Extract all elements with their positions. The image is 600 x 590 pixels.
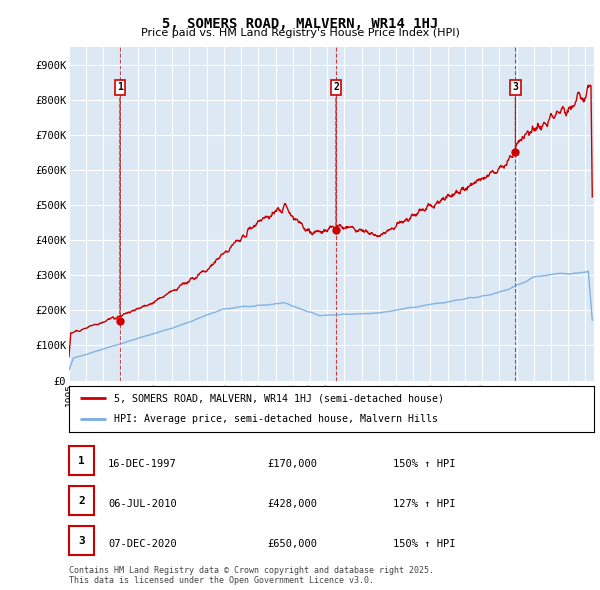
Text: 5, SOMERS ROAD, MALVERN, WR14 1HJ: 5, SOMERS ROAD, MALVERN, WR14 1HJ (162, 17, 438, 31)
Text: 16-DEC-1997: 16-DEC-1997 (108, 458, 177, 468)
Text: Price paid vs. HM Land Registry's House Price Index (HPI): Price paid vs. HM Land Registry's House … (140, 28, 460, 38)
Text: 2: 2 (333, 82, 339, 228)
Text: 5, SOMERS ROAD, MALVERN, WR14 1HJ (semi-detached house): 5, SOMERS ROAD, MALVERN, WR14 1HJ (semi-… (113, 394, 443, 404)
Text: 1: 1 (78, 455, 85, 466)
Text: 3: 3 (512, 82, 518, 150)
Text: 06-JUL-2010: 06-JUL-2010 (108, 499, 177, 509)
Text: 150% ↑ HPI: 150% ↑ HPI (393, 458, 455, 468)
Text: 127% ↑ HPI: 127% ↑ HPI (393, 499, 455, 509)
Text: HPI: Average price, semi-detached house, Malvern Hills: HPI: Average price, semi-detached house,… (113, 414, 437, 424)
Text: 3: 3 (78, 536, 85, 546)
Text: 07-DEC-2020: 07-DEC-2020 (108, 539, 177, 549)
Text: 1: 1 (117, 82, 123, 318)
Text: £650,000: £650,000 (267, 539, 317, 549)
Text: 150% ↑ HPI: 150% ↑ HPI (393, 539, 455, 549)
Text: £170,000: £170,000 (267, 458, 317, 468)
Text: Contains HM Land Registry data © Crown copyright and database right 2025.
This d: Contains HM Land Registry data © Crown c… (69, 566, 434, 585)
Text: £428,000: £428,000 (267, 499, 317, 509)
Text: 2: 2 (78, 496, 85, 506)
